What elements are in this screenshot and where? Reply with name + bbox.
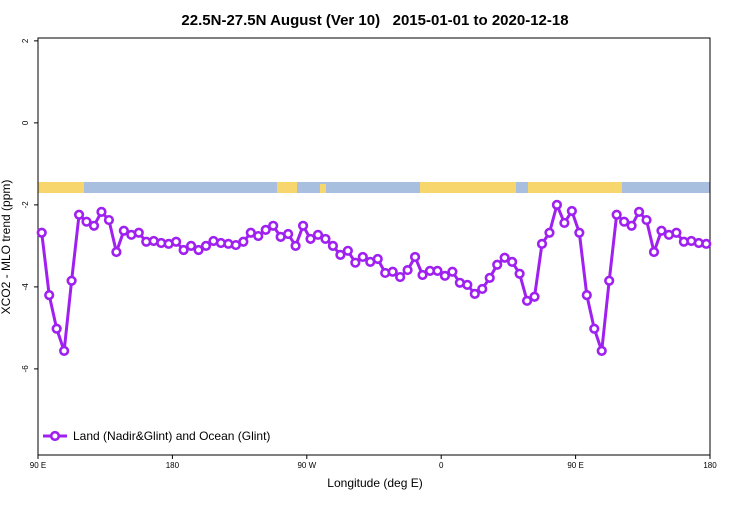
data-point <box>268 220 279 231</box>
data-point <box>387 266 398 277</box>
data-point <box>462 279 473 290</box>
data-point <box>619 216 630 227</box>
data-point <box>66 275 77 286</box>
data-point <box>193 244 204 256</box>
data-point <box>133 227 144 238</box>
data-point <box>290 240 301 251</box>
land <box>420 182 516 193</box>
data-point <box>357 251 368 263</box>
data-point <box>171 236 182 247</box>
data-point <box>499 252 510 263</box>
data-point <box>312 229 324 240</box>
data-point <box>342 245 353 256</box>
ocean <box>38 182 710 193</box>
x-tick-label: 90 W <box>297 461 316 470</box>
data-point <box>641 214 652 226</box>
data-point <box>536 238 548 249</box>
x-tick-label: 180 <box>703 461 717 470</box>
data-point <box>633 206 645 217</box>
y-tick-label: -6 <box>21 365 30 373</box>
map-strip <box>38 182 710 193</box>
land <box>320 184 326 193</box>
data-point <box>36 227 47 238</box>
data-point <box>477 283 488 295</box>
data-point <box>529 291 540 302</box>
data-point <box>596 345 607 356</box>
y-axis-label: XCO2 - MLO trend (ppm) <box>0 180 13 315</box>
data-point <box>327 240 339 251</box>
data-point <box>238 236 249 247</box>
data-point <box>253 230 264 242</box>
data-point <box>574 227 585 238</box>
data-point <box>320 233 331 245</box>
data-point <box>305 233 316 245</box>
data-point <box>656 225 667 236</box>
data-point <box>88 220 100 231</box>
data-point <box>59 345 70 356</box>
data-point <box>103 214 115 226</box>
data-point <box>395 271 406 283</box>
data-point <box>372 253 383 265</box>
data-point <box>566 205 577 217</box>
x-tick-label: 180 <box>166 461 180 470</box>
data-point <box>589 323 600 334</box>
land <box>38 182 84 193</box>
x-tick-label: 90 E <box>567 461 583 470</box>
data-point <box>402 264 413 276</box>
data-point <box>111 246 122 258</box>
x-tick-label: 0 <box>439 461 444 470</box>
data-point <box>439 270 451 281</box>
data-point <box>551 199 563 210</box>
data-point <box>469 288 480 299</box>
data-point <box>409 251 421 263</box>
data-point <box>626 220 637 231</box>
data-point <box>81 216 92 227</box>
data-point <box>484 272 495 283</box>
chart-title: 22.5N-27.5N August (Ver 10) 2015-01-01 t… <box>181 12 568 29</box>
data-point <box>73 209 85 220</box>
y-tick-label: 0 <box>21 120 30 125</box>
y-tick-label: -2 <box>21 201 30 209</box>
y-tick-label: 2 <box>21 38 30 43</box>
data-point <box>701 238 712 249</box>
y-tick-label: -4 <box>21 283 30 291</box>
data-point <box>200 240 212 251</box>
data-point <box>51 323 62 334</box>
data-point <box>611 209 622 220</box>
data-point <box>417 269 428 281</box>
data-point <box>559 217 570 229</box>
data-point <box>604 275 615 286</box>
x-axis-label: Longitude (deg E) <box>327 476 422 490</box>
legend-marker <box>49 430 61 442</box>
legend: Land (Nadir&Glint) and Ocean (Glint) <box>43 429 270 443</box>
legend-label: Land (Nadir&Glint) and Ocean (Glint) <box>73 429 270 443</box>
data-point <box>432 265 443 276</box>
data-point <box>514 268 525 279</box>
data-point <box>185 240 197 251</box>
data-point <box>178 244 189 256</box>
data-point <box>648 246 660 258</box>
data-point <box>96 206 107 217</box>
data-point <box>283 228 294 240</box>
data-point <box>581 289 592 301</box>
land <box>528 182 622 193</box>
data-point <box>507 256 518 267</box>
data-point <box>44 289 55 301</box>
data-point <box>671 227 682 238</box>
data-point <box>118 225 129 236</box>
data-point <box>544 227 555 238</box>
land <box>277 182 297 193</box>
data-point <box>350 257 361 268</box>
data-point <box>297 220 309 231</box>
x-tick-label: 90 E <box>30 461 46 470</box>
data-point <box>260 224 271 235</box>
data-point <box>521 295 533 306</box>
data-point <box>492 259 503 270</box>
data-point <box>447 266 458 277</box>
data-point <box>335 249 346 261</box>
